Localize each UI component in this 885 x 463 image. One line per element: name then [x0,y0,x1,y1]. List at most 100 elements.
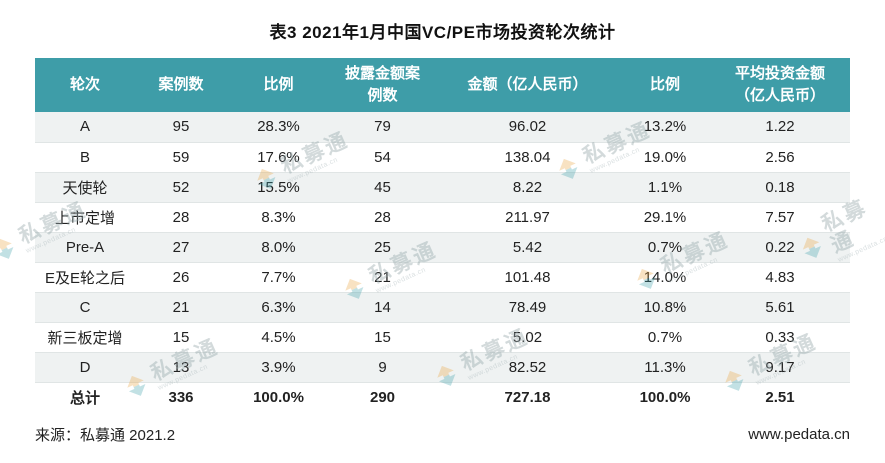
table-cell: 0.18 [710,171,850,202]
table-cell: 78.49 [435,291,620,322]
col-header-case-count: 案例数 [135,58,227,112]
pedata-logo-icon [0,238,14,259]
table-cell: 211.97 [435,201,620,232]
table-cell: 15 [330,321,435,352]
table-cell: 上市定增 [35,201,135,232]
table-cell: B [35,141,135,172]
table-cell: 45 [330,171,435,202]
table-row: D 13 3.9% 9 82.52 11.3% 9.17 [35,351,850,382]
table-cell: 5.02 [435,321,620,352]
table-cell: 4.83 [710,261,850,292]
table-cell: 28 [330,201,435,232]
table-cell: 0.33 [710,321,850,352]
table-cell: 21 [330,261,435,292]
table-cell: 8.22 [435,171,620,202]
table-row: 天使轮 52 15.5% 45 8.22 1.1% 0.18 [35,171,850,202]
table-cell: 17.6% [227,141,330,172]
footer: 来源：私募通 2021.2 www.pedata.cn [0,412,885,445]
table-cell: 0.7% [620,231,710,262]
table-cell: 2.56 [710,141,850,172]
header-label: 披露金额案例数 [344,65,420,104]
table-cell: 14.0% [620,261,710,292]
table-cell: 7.57 [710,201,850,232]
col-header-amount: 金额（亿人民币） [435,58,620,112]
table-cell: 21 [135,291,227,322]
table-cell: 29.1% [620,201,710,232]
table-cell: 100.0% [620,381,710,412]
total-row: 总计 336 100.0% 290 727.18 100.0% 2.51 [35,381,850,412]
col-header-ratio-2: 比例 [620,58,710,112]
table-cell: 9 [330,351,435,382]
stats-table: 轮次 案例数 比例 披露金额案例数 金额（亿人民币） 比例 平均投资金额（亿人民… [35,58,850,412]
table-cell: 天使轮 [35,171,135,202]
col-header-ratio-1: 比例 [227,58,330,112]
col-header-round: 轮次 [35,58,135,112]
table-cell: 5.42 [435,231,620,262]
table-header-row: 轮次 案例数 比例 披露金额案例数 金额（亿人民币） 比例 平均投资金额（亿人民… [35,58,850,112]
page-title: 表3 2021年1月中国VC/PE市场投资轮次统计 [269,23,616,42]
table-row: Pre-A 27 8.0% 25 5.42 0.7% 0.22 [35,231,850,262]
table-cell: 336 [135,381,227,412]
table-cell: 8.3% [227,201,330,232]
table-cell: 19.0% [620,141,710,172]
table-cell: C [35,291,135,322]
table-cell: 727.18 [435,381,620,412]
header-label: 案例数 [158,76,204,94]
table-cell: 新三板定增 [35,321,135,352]
table-cell: 26 [135,261,227,292]
table-row: B 59 17.6% 54 138.04 19.0% 2.56 [35,141,850,172]
source-text: 来源：私募通 2021.2 [35,427,176,444]
table-cell: 27 [135,231,227,262]
table-cell: 95 [135,112,227,142]
table-cell: 13.2% [620,112,710,142]
table-cell: 3.9% [227,351,330,382]
table-body: A 95 28.3% 79 96.02 13.2% 1.22 B 59 17.6% 54 138.04… [35,112,850,412]
table-cell: 7.7% [227,261,330,292]
table-cell: 82.52 [435,351,620,382]
table-cell: 25 [330,231,435,262]
table-cell: 1.1% [620,171,710,202]
table-cell: 28 [135,201,227,232]
col-header-disclosed-case-count: 披露金额案例数 [330,58,435,112]
table-row: 上市定增 28 8.3% 28 211.97 29.1% 7.57 [35,201,850,232]
table-cell: 10.8% [620,291,710,322]
table-cell: 0.7% [620,321,710,352]
table-cell: Pre-A [35,231,135,262]
table-cell: 2.51 [710,381,850,412]
table-cell: D [35,351,135,382]
table-cell: 54 [330,141,435,172]
table-row: A 95 28.3% 79 96.02 13.2% 1.22 [35,112,850,142]
table-cell: 0.22 [710,231,850,262]
table-cell: 5.61 [710,291,850,322]
table-row: C 21 6.3% 14 78.49 10.8% 5.61 [35,291,850,322]
table-cell: 52 [135,171,227,202]
table-row: E及E轮之后 26 7.7% 21 101.48 14.0% 4.83 [35,261,850,292]
header-label: 平均投资金额（亿人民币） [734,65,825,104]
table-cell: A [35,112,135,142]
website-link[interactable]: www.pedata.cn [748,426,850,443]
table-cell: 11.3% [620,351,710,382]
table-row: 新三板定增 15 4.5% 15 5.02 0.7% 0.33 [35,321,850,352]
table-cell: 14 [330,291,435,322]
table-cell: 100.0% [227,381,330,412]
header-label: 比例 [649,76,680,94]
table-cell: 79 [330,112,435,142]
table-cell: 15.5% [227,171,330,202]
table-cell: 59 [135,141,227,172]
table-cell: 138.04 [435,141,620,172]
table-cell: 101.48 [435,261,620,292]
table-cell: 9.17 [710,351,850,382]
header-label: 金额（亿人民币） [467,76,588,94]
table-cell: 6.3% [227,291,330,322]
table-cell: 96.02 [435,112,620,142]
col-header-avg-amount: 平均投资金额（亿人民币） [710,58,850,112]
table-cell: 15 [135,321,227,352]
table-cell: 4.5% [227,321,330,352]
header-label: 轮次 [69,76,100,94]
table-cell: 1.22 [710,112,850,142]
header-label: 比例 [263,76,294,94]
table-cell: 28.3% [227,112,330,142]
table-cell: 总计 [35,381,135,412]
table-cell: 13 [135,351,227,382]
